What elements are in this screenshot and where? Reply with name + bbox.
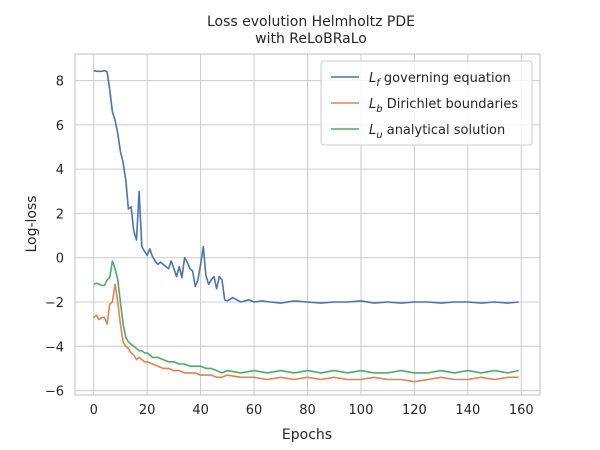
y-tick-label: −2 [45,296,64,311]
y-axis-label: Log-loss [24,195,40,252]
y-tick-label: −4 [45,340,64,355]
chart-subtitle: with ReLoBRaLo [255,31,367,47]
series-lines [93,69,519,383]
x-tick-label: 20 [139,403,156,418]
y-tick-label: 2 [56,207,64,222]
y-tick-label: 6 [56,119,64,134]
x-tick-label: 160 [509,403,534,418]
y-tick-label: 4 [56,163,64,178]
legend: Lf governing equation Lb Dirichlet bounda… [320,60,533,146]
series-line-b [93,283,519,383]
x-axis-label: Epochs [282,427,332,443]
series-line-f [93,69,519,304]
x-tick-label: 60 [246,403,263,418]
y-tick-label: 0 [56,252,64,267]
x-tick-label: 80 [299,403,316,418]
legend-entry-f: Lf governing equation [369,71,511,89]
legend-entry-u: Lu analytical solution [369,123,505,141]
plot-frame [74,53,541,396]
y-tick-label: 8 [56,75,64,90]
chart-title: Loss evolution Helmholtz PDE [207,14,415,30]
series-line-u [93,260,519,374]
x-tick-labels: 0 20 40 60 80 100 120 140 160 [90,403,534,418]
y-tick-labels: −6 −4 −2 0 2 4 6 8 [45,75,64,400]
y-tick-label: −6 [45,385,64,400]
x-tick-label: 40 [192,403,209,418]
x-tick-label: 140 [455,403,480,418]
x-tick-label: 120 [402,403,427,418]
x-tick-label: 0 [90,403,98,418]
legend-box [320,60,533,146]
x-tick-label: 100 [349,403,374,418]
legend-entry-b: Lb Dirichlet boundaries [369,97,518,115]
